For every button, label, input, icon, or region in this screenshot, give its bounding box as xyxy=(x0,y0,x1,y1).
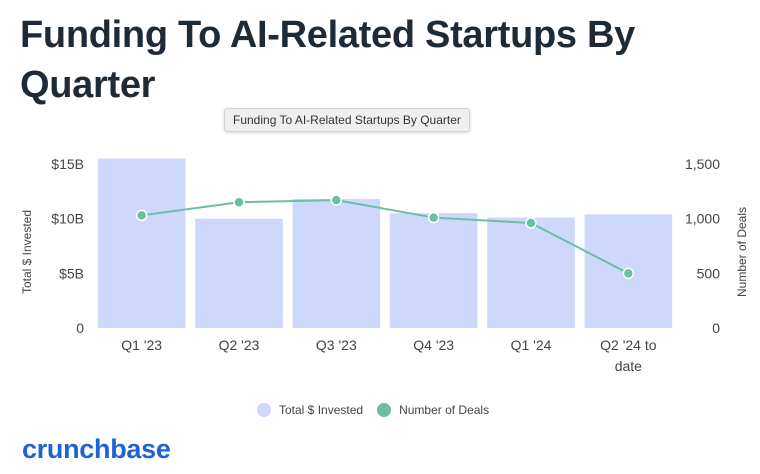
x-tick-label: Q2 '24 to xyxy=(600,337,657,353)
x-tick-label: Q3 '23 xyxy=(316,337,357,353)
legend-label: Number of Deals xyxy=(399,403,490,417)
y-left-tick-label: 0 xyxy=(76,320,84,336)
x-axis: Q1 '23 Q2 '23 Q3 '23 Q4 '23 Q1 '24 Q2 '24 to d… xyxy=(121,337,656,374)
y-left-axis: $15B $10B $5B 0 xyxy=(51,156,84,336)
bar xyxy=(292,198,381,328)
x-tick-label: Q1 '23 xyxy=(121,337,162,353)
deals-point xyxy=(427,211,440,224)
deals-point xyxy=(330,194,343,206)
line-series xyxy=(135,194,635,280)
chart-tooltip: Funding To AI-Related Startups By Quarte… xyxy=(224,108,470,132)
deals-point xyxy=(525,217,537,229)
x-tick-label: Q1 '24 xyxy=(511,337,552,353)
legend-item-deals[interactable]: Number of Deals xyxy=(377,403,489,417)
y-left-axis-title: Total $ Invested xyxy=(20,210,34,294)
y-right-axis: 1,500 1,000 500 0 xyxy=(685,156,720,336)
y-right-axis-title: Number of Deals xyxy=(735,207,749,297)
x-tick-label: Q2 '23 xyxy=(219,337,260,353)
legend-swatch-line xyxy=(377,403,392,417)
deals-point xyxy=(135,209,148,222)
chart-legend: Total $ Invested Number of Deals xyxy=(257,400,503,420)
y-right-tick-label: 0 xyxy=(712,320,720,336)
legend-item-invested[interactable]: Total $ Invested xyxy=(257,403,363,417)
x-tick-label: date xyxy=(615,358,642,374)
bar-series xyxy=(97,158,673,328)
bar xyxy=(195,218,283,328)
y-right-tick-label: 1,500 xyxy=(685,156,720,172)
x-tick-label: Q4 '23 xyxy=(413,337,454,353)
y-right-tick-label: 1,000 xyxy=(685,211,720,227)
y-left-tick-label: $15B xyxy=(51,156,84,172)
legend-label: Total $ Invested xyxy=(279,403,364,417)
crunchbase-logo: crunchbase xyxy=(22,434,171,464)
legend-swatch-bar xyxy=(257,403,271,417)
bar xyxy=(389,213,478,328)
deals-line xyxy=(141,199,629,275)
y-right-tick-label: 500 xyxy=(697,265,721,281)
deals-point xyxy=(622,267,635,280)
chart-title: Funding To AI-Related Startups By Quarte… xyxy=(20,14,635,106)
y-left-tick-label: $10B xyxy=(51,211,84,227)
bar xyxy=(97,158,186,328)
y-left-tick-label: $5B xyxy=(59,265,84,281)
bar xyxy=(487,217,575,328)
deals-point xyxy=(233,196,245,209)
